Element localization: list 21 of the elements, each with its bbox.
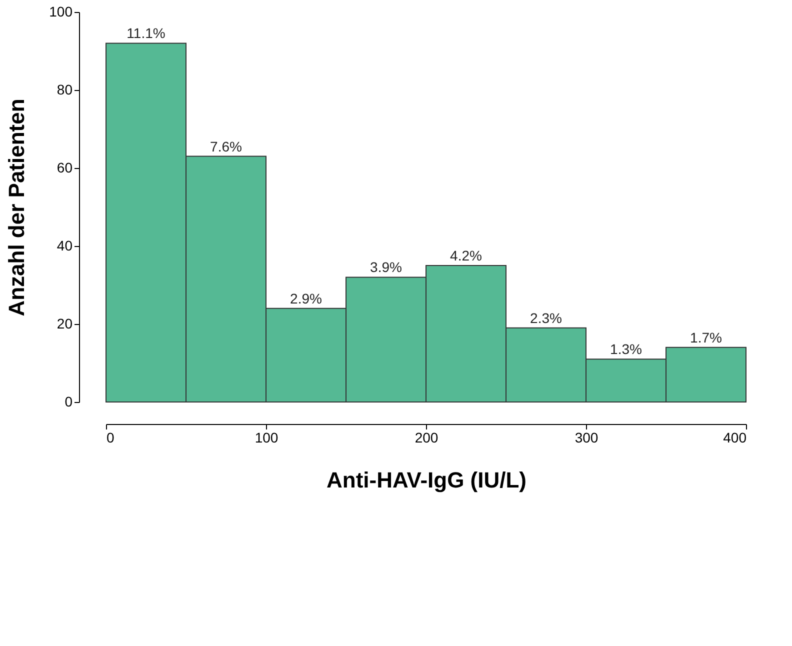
- x-tick-label: 200: [414, 430, 438, 446]
- annotation: 3.9%: [370, 259, 402, 276]
- y-tick-label: 0: [64, 394, 73, 410]
- annotation: 2.3%: [530, 310, 562, 326]
- y-tick-label: 20: [56, 316, 73, 332]
- x-tick-label: 100: [254, 430, 278, 446]
- y-tick-label: 60: [56, 160, 73, 176]
- annotation: 2.9%: [290, 290, 322, 306]
- y-tick-label: 100: [49, 4, 73, 20]
- x-tick-label: 0: [106, 430, 114, 446]
- x-axis-title: Anti-HAV-IgG (IU/L): [326, 468, 526, 492]
- annotation: 7.6%: [210, 138, 242, 154]
- annotation: 1.3%: [610, 341, 642, 358]
- y-tick-label: 40: [56, 238, 73, 254]
- annotation: 11.1%: [126, 25, 166, 42]
- annotation: 1.7%: [690, 329, 722, 346]
- y-axis-title: Anzahl der Patienten: [4, 98, 30, 316]
- x-tick-label: 400: [723, 430, 747, 446]
- x-tick-label: 300: [574, 430, 598, 446]
- annotation: 4.2%: [450, 248, 482, 264]
- y-tick-label: 80: [56, 82, 73, 98]
